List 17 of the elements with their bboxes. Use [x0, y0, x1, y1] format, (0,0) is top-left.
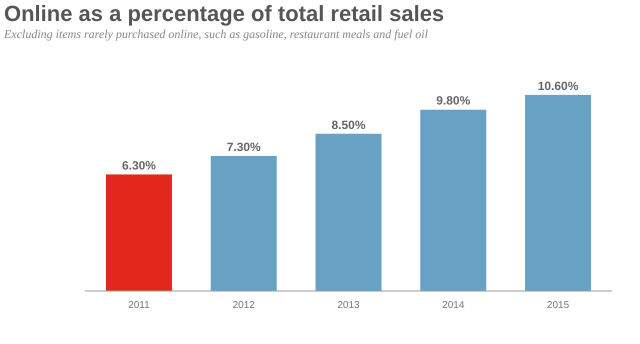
- data-label: 9.80%: [436, 94, 471, 108]
- bar: [106, 174, 172, 291]
- data-label: 10.60%: [538, 78, 579, 93]
- data-label: 7.30%: [226, 140, 262, 154]
- chart-subtitle: Excluding items rarely purchased online, such as gasoline, restaurant meals and fuel oil: [3, 27, 429, 41]
- bar: [525, 94, 592, 291]
- x-tick-label: 2011: [128, 300, 150, 311]
- x-tick-label: 2013: [337, 300, 360, 311]
- chart-title: Online as a percentage of total retail sales: [4, 1, 444, 26]
- x-tick-label: 2014: [442, 300, 465, 311]
- data-label: 8.50%: [331, 118, 366, 132]
- bar: [210, 156, 277, 291]
- x-tick-label: 2012: [232, 300, 256, 311]
- bar: [420, 110, 486, 291]
- bar: [315, 134, 382, 291]
- x-tick-label: 2015: [546, 300, 570, 311]
- data-label: 6.30%: [122, 158, 156, 172]
